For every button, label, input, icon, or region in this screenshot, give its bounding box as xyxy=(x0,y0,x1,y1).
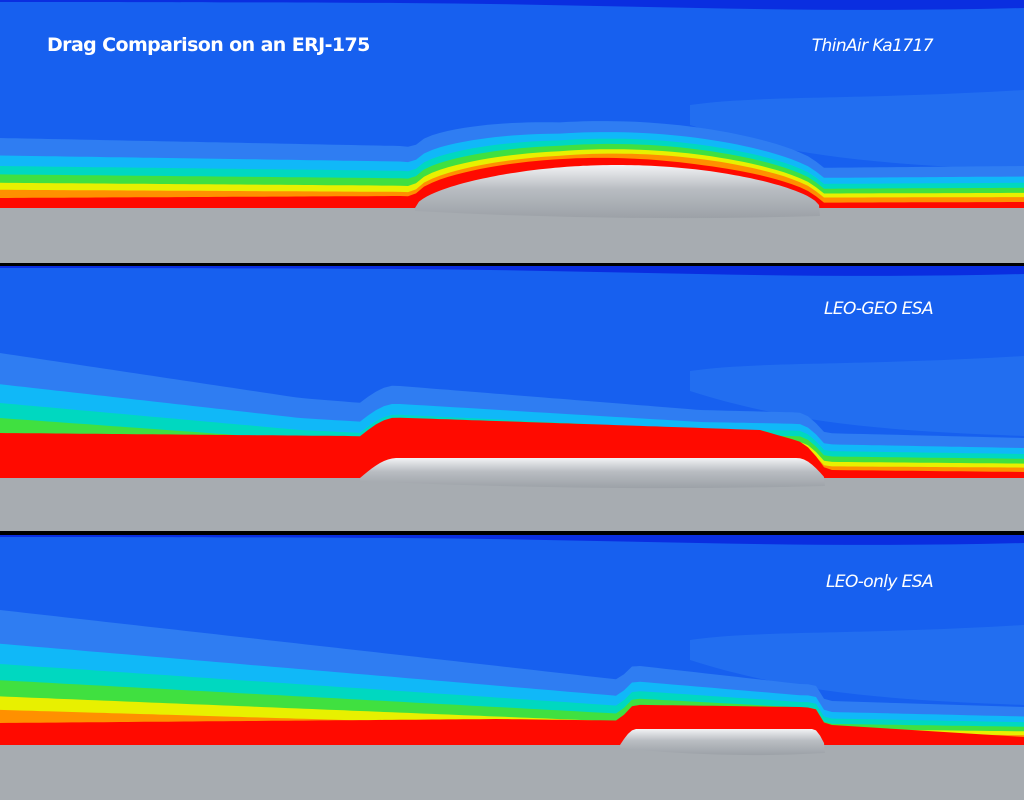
wake-patch xyxy=(690,625,1024,705)
panel-body xyxy=(0,0,1024,263)
wake-patch xyxy=(690,90,1024,170)
radome-fairing xyxy=(415,165,820,219)
page-title: Drag Comparison on an ERJ-175 xyxy=(47,34,370,56)
top-edge xyxy=(0,535,1024,545)
panel-label: LEO-GEO ESA xyxy=(824,299,933,319)
panel-body xyxy=(0,535,1024,800)
fuselage xyxy=(0,478,1024,531)
panel-body xyxy=(0,266,1024,531)
top-edge xyxy=(0,266,1024,276)
panel xyxy=(0,0,1024,263)
fuselage xyxy=(0,745,1024,800)
radome-fairing xyxy=(360,458,825,489)
panel-label: ThinAir Ka1717 xyxy=(812,36,934,56)
panel xyxy=(0,535,1024,800)
panel xyxy=(0,266,1024,531)
wake-patch xyxy=(690,356,1024,436)
top-edge xyxy=(0,0,1024,10)
fuselage xyxy=(0,208,1024,263)
radome-fairing xyxy=(620,729,825,756)
panel-label: LEO-only ESA xyxy=(826,572,933,592)
